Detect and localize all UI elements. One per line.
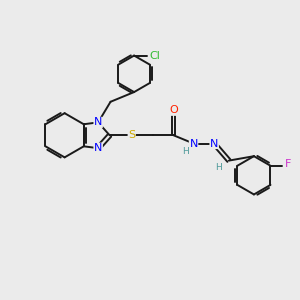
Text: N: N <box>189 139 198 148</box>
Text: Cl: Cl <box>149 51 160 61</box>
Text: N: N <box>210 139 218 148</box>
Text: N: N <box>94 143 102 153</box>
Text: O: O <box>169 105 178 115</box>
Text: N: N <box>94 117 102 128</box>
Text: H: H <box>215 164 222 172</box>
Text: F: F <box>285 159 291 169</box>
Text: S: S <box>128 130 135 140</box>
Text: H: H <box>182 147 189 156</box>
